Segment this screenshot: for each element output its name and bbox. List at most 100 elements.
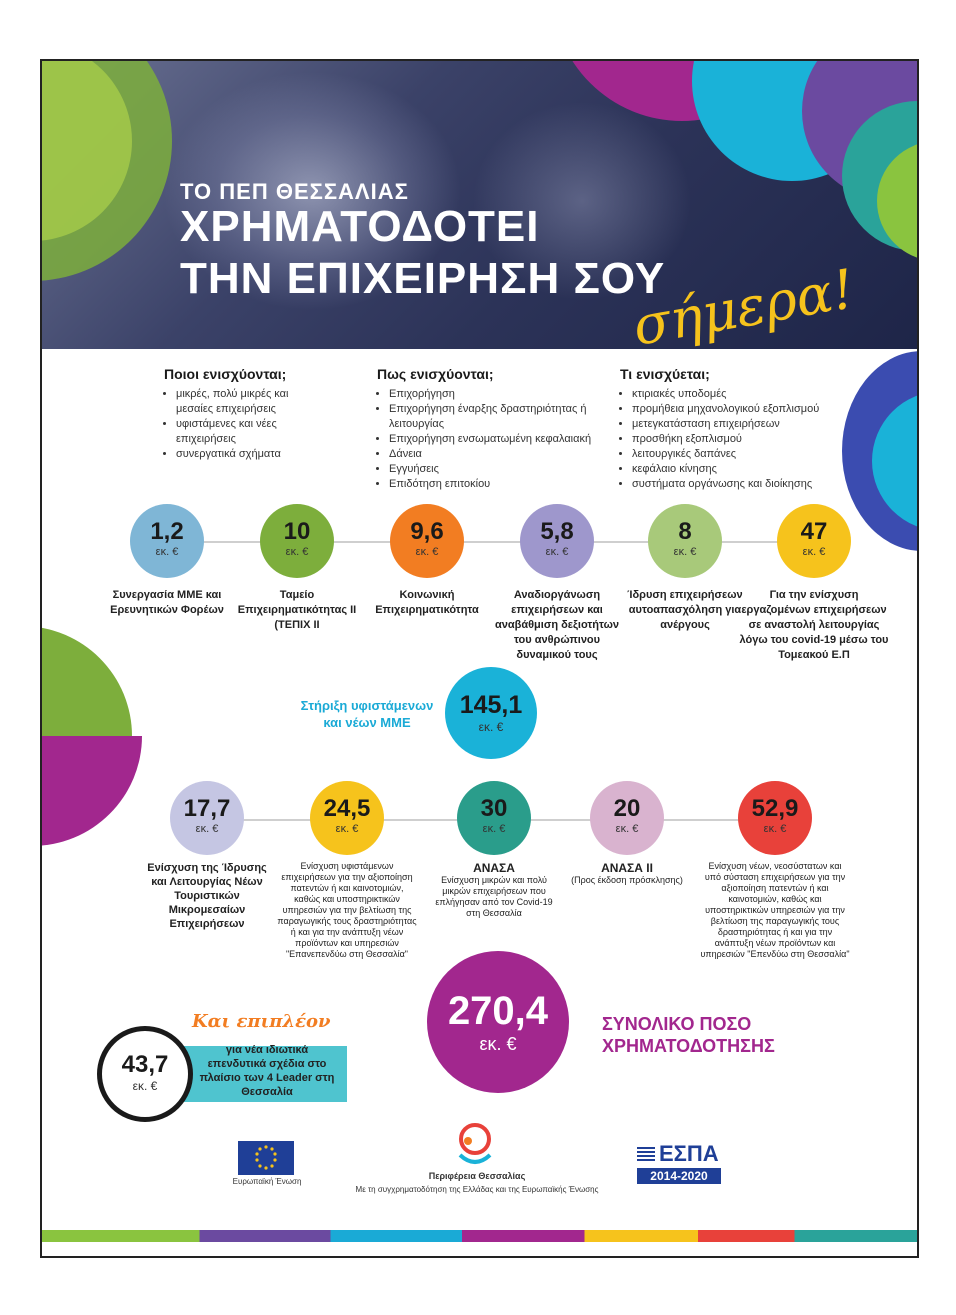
row1-label: Συνεργασία ΜΜΕ και Ερευνητικών Φορέων [110,589,224,616]
row1-circle: 47 εκ. € [777,504,851,578]
greek-flag-icon [637,1147,655,1163]
row1-circle: 10 εκ. € [260,504,334,578]
row1-label: Ταμείο Επιχειρηματικότητας ΙΙ (ΤΕΠΙΧ ΙΙ [237,589,357,631]
row2-value: 24,5 [323,795,371,822]
row2-circle: 52,9 εκ. € [738,781,812,855]
row2-circle: 30 εκ. € [457,781,531,855]
eu-flag-logo [238,1141,294,1175]
extra-heading: Και επιπλέον [192,1011,331,1032]
header-line3: ΤΗΝ ΕΠΙΧΕΙΡΗΣΗ ΣΟΥ [180,254,666,303]
total-value: 270,4 [447,989,549,1033]
support-label: Στήριξη υφιστάμενων και νέων ΜΜΕ [300,698,434,730]
list-item: συνεργατικά σχήματα [176,447,326,462]
list-item: μικρές, πολύ μικρές και μεσαίες επιχειρή… [176,387,326,417]
row2-description: ΑΝΑΣΑ ΙΙ (Προς έκδοση πρόσκλησης) [562,861,692,886]
espa-title: ΕΣΠΑ [659,1141,719,1166]
region-logo [450,1119,500,1169]
row1-unit: εκ. € [285,546,309,558]
column-what-list: κτιριακές υποδομές προμήθεια μηχανολογικ… [620,387,847,492]
total-unit: εκ. € [479,1034,517,1054]
row1-circle: 8 εκ. € [648,504,722,578]
list-item: κεφάλαιο κίνησης [632,462,847,477]
row2-unit: εκ. € [482,823,506,835]
column-who-list: μικρές, πολύ μικρές και μεσαίες επιχειρή… [164,387,326,462]
hero-banner: ΤΟ ΠΕΠ ΘΕΣΣΑΛΙΑΣ ΧΡΗΜΑΤΟΔΟΤΕΙ ΤΗΝ ΕΠΙΧΕΙ… [42,61,917,349]
row2-desc-text: Ενίσχυση μικρών και πολύ μικρών επιχειρή… [435,875,553,918]
row1-value: 5,8 [540,518,574,545]
list-item: Επιδότηση επιτοκίου [389,477,614,492]
row2-unit: εκ. € [195,823,219,835]
header-line1: ΤΟ ΠΕΠ ΘΕΣΣΑΛΙΑΣ [180,179,409,204]
row1-unit: εκ. € [802,546,826,558]
total-label: ΣΥΝΟΛΙΚΟ ΠΟΣΟ ΧΡΗΜΑΤΟΔΟΤΗΣΗΣ [602,1013,775,1057]
row1-circle: 5,8 εκ. € [520,504,594,578]
row2-desc-text: Ενίσχυση της Ίδρυσης και Λειτουργίας Νέω… [147,862,267,930]
list-item: Επιχορήγηση [389,387,614,402]
row1-circle: 1,2 εκ. € [130,504,204,578]
row2-desc-text: Ενίσχυση υφιστάμενων επιχειρήσεων για τη… [277,861,417,959]
row2-description: Ενίσχυση της Ίδρυσης και Λειτουργίας Νέω… [147,861,267,931]
row1-label: Για την ενίσχυση εργαζομένων επιχειρήσεω… [739,589,889,661]
row2-description: Ενίσχυση νέων, νεοσύστατων και υπό σύστα… [700,861,850,960]
row2-title: ΑΝΑΣΑ [473,861,515,875]
total-circle: 270,4 εκ. € [427,951,569,1093]
total-label-line2: ΧΡΗΜΑΤΟΔΟΤΗΣΗΣ [602,1036,775,1056]
purple-arc-decoration-left [42,736,142,846]
list-item: Δάνεια [389,447,614,462]
support-circle: 145,1 εκ. € [445,667,537,759]
row1-unit: εκ. € [673,546,697,558]
header-line2: ΧΡΗΜΑΤΟΔΟΤΕΙ [180,202,540,251]
list-item: μετεγκατάσταση επιχειρήσεων [632,417,847,432]
row1-label: Αναδιοργάνωση επιχειρήσεων και αναβάθμισ… [494,589,620,661]
row1-value: 47 [800,518,828,545]
list-item: προσθήκη εξοπλισμού [632,432,847,447]
row2-unit: εκ. € [763,823,787,835]
row2-circle: 24,5 εκ. € [310,781,384,855]
row2-desc-text: Ενίσχυση νέων, νεοσύστατων και υπό σύστα… [700,861,850,959]
list-item: υφιστάμενες και νέες επιχειρήσεις [176,417,326,447]
total-label-line1: ΣΥΝΟΛΙΚΟ ΠΟΣΟ [602,1014,752,1034]
region-name: Περιφέρεια Θεσσαλίας [428,1171,526,1181]
support-unit: εκ. € [478,720,504,734]
espa-years: 2014-2020 [637,1168,721,1184]
row1-value: 10 [283,518,311,545]
list-item: Επιχορήγηση ενσωματωμένη κεφαλαιακή [389,432,614,447]
column-how-title: Πως ενισχύονται; [377,366,494,382]
list-item: Εγγυήσεις [389,462,614,477]
row1-unit: εκ. € [155,546,179,558]
extra-text: για νέα ιδιωτικά επενδυτικά σχέδια στο π… [199,1044,335,1098]
list-item: λειτουργικές δαπάνες [632,447,847,462]
row1-unit: εκ. € [545,546,569,558]
espa-logo: ΕΣΠΑ 2014-2020 [637,1141,727,1199]
row2-title: ΑΝΑΣΑ ΙΙ [601,861,653,875]
extra-value: 43,7 [121,1051,169,1078]
row1-unit: εκ. € [415,546,439,558]
row1-circle: 9,6 εκ. € [390,504,464,578]
row1-value: 8 [678,518,692,545]
row2-description: ΑΝΑΣΑ Ενίσχυση μικρών και πολύ μικρών επι… [434,861,554,919]
list-item: κτιριακές υποδομές [632,387,847,402]
eu-caption: Ευρωπαϊκή Ένωση [232,1177,302,1186]
bottom-color-bar [42,1230,917,1242]
row2-description: Ενίσχυση υφιστάμενων επιχειρήσεων για τη… [277,861,417,960]
cofunding-text: Με τη συγχρηματοδότηση της Ελλάδας και τ… [355,1185,599,1194]
list-item: Επιχορήγηση έναρξης δραστηριότητας ή λει… [389,402,614,432]
row2-value: 52,9 [751,795,799,822]
column-what-title: Τι ενισχύεται; [620,366,710,382]
row2-circle: 17,7 εκ. € [170,781,244,855]
poster: ΤΟ ΠΕΠ ΘΕΣΣΑΛΙΑΣ ΧΡΗΜΑΤΟΔΟΤΕΙ ΤΗΝ ΕΠΙΧΕΙ… [40,59,919,1258]
row2-unit: εκ. € [335,823,359,835]
row2-value: 30 [480,795,508,822]
extra-unit: εκ. € [132,1079,158,1093]
column-who-title: Ποιοι ενισχύονται; [164,366,287,382]
row1-label: Κοινωνική Επιχειρηματικότητα [375,589,479,616]
support-value: 145,1 [459,691,523,719]
row1-connector [162,541,812,543]
row2-value: 20 [613,795,641,822]
column-how-list: Επιχορήγηση Επιχορήγηση έναρξης δραστηρι… [377,387,614,492]
row2-desc-text: (Προς έκδοση πρόσκλησης) [571,875,683,885]
list-item: συστήματα οργάνωσης και διοίκησης [632,477,847,492]
row1-value: 9,6 [410,518,444,545]
extra-circle: 43,7 εκ. € [97,1026,193,1122]
list-item: προμήθεια μηχανολογικού εξοπλισμού [632,402,847,417]
